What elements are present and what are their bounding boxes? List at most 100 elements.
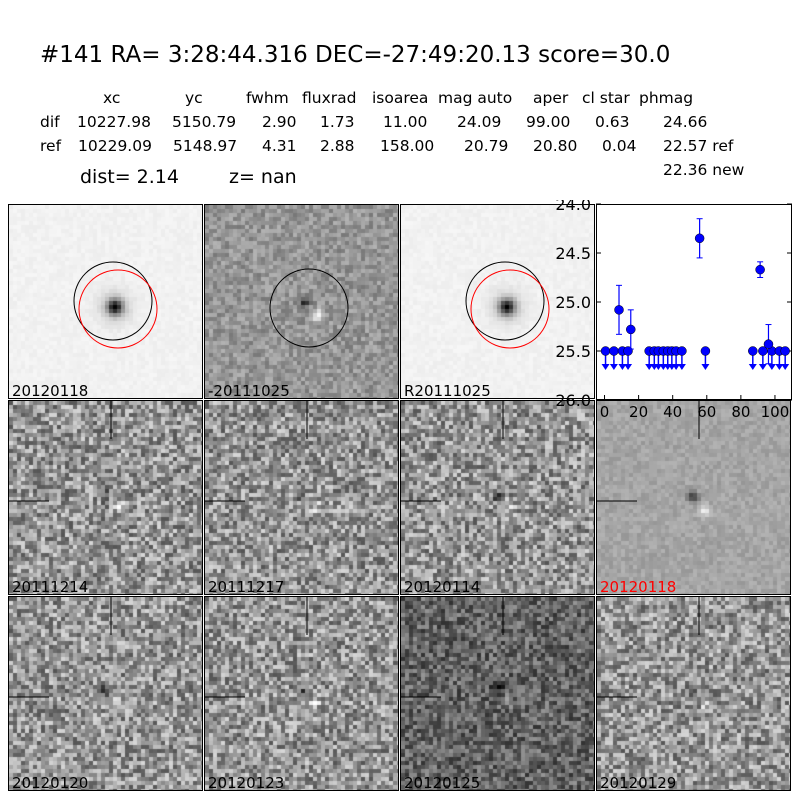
cell-value: 2.90 [262, 113, 297, 131]
upper-limit-point [780, 346, 790, 356]
upper-limit-arrowhead [781, 364, 790, 370]
cell-value: 11.00 [383, 113, 428, 131]
stamp-image [205, 401, 398, 594]
reference-circle [269, 268, 349, 348]
upper-limit-point [700, 346, 711, 356]
cell-value: 24.66 [663, 113, 708, 131]
stamp-date-label: R20111025 [404, 382, 491, 399]
stamp-date-label: 20120118 [600, 578, 677, 595]
column-header: cl star [582, 89, 630, 107]
stamp-image [205, 205, 398, 398]
y-tick-label: 24.0 [555, 200, 591, 214]
cell-value: 5150.79 [172, 113, 237, 131]
cell-value: 99.00 [526, 113, 571, 131]
stamp-image [205, 597, 398, 790]
x-tick-label: 80 [731, 403, 750, 421]
reference-circle [73, 261, 153, 341]
upper-limit-arrowhead [609, 364, 618, 370]
new-mag: 22.36 new [663, 161, 745, 179]
upper-limit-arrowhead [775, 364, 784, 370]
column-header: isoarea [372, 89, 429, 107]
image-stamp[interactable]: 20111217 [204, 400, 399, 595]
upper-limit-arrowhead [672, 364, 681, 370]
upper-limit-arrowhead [767, 364, 776, 370]
cell-value: 5148.97 [173, 137, 238, 155]
cell-value: 24.09 [457, 113, 502, 131]
column-header: fwhm [246, 89, 289, 107]
column-header: yc [185, 89, 203, 107]
stamp-date-label: 20120118 [12, 382, 89, 399]
image-stamp[interactable]: 20120129 [596, 596, 791, 791]
upper-limit-arrowhead [677, 364, 686, 370]
upper-limit-arrowhead [758, 364, 767, 370]
y-tick-label: 26.0 [555, 391, 591, 410]
cell-value: 1.73 [320, 113, 355, 131]
stamp-image [401, 597, 594, 790]
image-stamp[interactable]: R20111025 [400, 204, 595, 399]
upper-limit-arrowhead [748, 364, 757, 370]
y-tick-label: 24.5 [555, 244, 591, 263]
upper-limit-arrowhead [645, 364, 654, 370]
upper-limit-point [600, 346, 611, 356]
stamp-date-label: 20120129 [600, 774, 677, 791]
stamp-date-label: 20120114 [404, 578, 481, 595]
column-header: phmag [639, 89, 694, 107]
row-label: dif [40, 113, 60, 131]
column-header: aper [533, 89, 569, 107]
x-tick-label: 0 [600, 403, 610, 421]
upper-limit-point [609, 346, 619, 356]
detection-circle [470, 269, 550, 349]
lightcurve-svg: 24.0 24.5 25.0 25.5 26.0 0 20 40 60 80 100 [555, 200, 792, 421]
image-stamp[interactable]: 20120118 [596, 400, 791, 595]
image-stamp[interactable]: -20111025 [204, 204, 399, 399]
upper-limit-arrowhead [624, 364, 633, 370]
upper-limit-point [748, 346, 758, 356]
cell-value: 0.63 [595, 113, 630, 131]
x-tick-label: 20 [629, 403, 648, 421]
y-tick-label: 25.0 [555, 293, 591, 312]
column-header: xc [103, 89, 121, 107]
stamp-image [9, 597, 202, 790]
cell-value: 158.00 [380, 137, 435, 155]
stamp-image [9, 205, 202, 398]
image-stamp[interactable]: 20120125 [400, 596, 595, 791]
detection-point [755, 264, 765, 275]
cell-value: 20.80 [533, 137, 578, 155]
detection-point [626, 324, 636, 335]
stamp-image [597, 597, 790, 790]
stamp-date-label: 20111214 [12, 578, 89, 595]
image-stamp[interactable]: 20120123 [204, 596, 399, 791]
cell-value: 22.57 ref [663, 137, 734, 155]
upper-limit-arrowhead [701, 364, 710, 370]
detection-point [694, 233, 705, 244]
detection-circle [78, 269, 158, 349]
cell-value: 0.04 [602, 137, 637, 155]
cell-value: 10229.09 [78, 137, 152, 155]
x-tick-label: 100 [761, 403, 790, 421]
candidate-title: #141 RA= 3:28:44.316 DEC=-27:49:20.13 sc… [40, 42, 671, 68]
column-header: mag auto [438, 89, 513, 107]
reference-circle [465, 261, 545, 341]
detection-point [763, 339, 774, 349]
dist-value: dist= 2.14 [80, 166, 179, 188]
y-tick-label: 25.5 [555, 342, 591, 361]
stamp-image [9, 401, 202, 594]
image-stamp[interactable]: 20111214 [8, 400, 203, 595]
stamp-date-label: 20111217 [208, 578, 285, 595]
detection-point [614, 305, 624, 315]
x-tick-label: 40 [663, 403, 682, 421]
upper-limit-arrowhead [618, 364, 627, 370]
stamp-date-label: 20120120 [12, 774, 89, 791]
cell-value: 4.31 [262, 137, 297, 155]
stamp-image [401, 205, 594, 398]
image-stamp[interactable]: 20120120 [8, 596, 203, 791]
stamp-image [597, 401, 790, 594]
upper-limit-point [677, 346, 687, 356]
stamp-image [401, 401, 594, 594]
stamp-date-label: 20120125 [404, 774, 481, 791]
x-tick-label: 60 [697, 403, 716, 421]
image-stamp[interactable]: 20120114 [400, 400, 595, 595]
image-stamp[interactable]: 20120118 [8, 204, 203, 399]
cell-value: 10227.98 [77, 113, 151, 131]
cell-value: 20.79 [464, 137, 509, 155]
